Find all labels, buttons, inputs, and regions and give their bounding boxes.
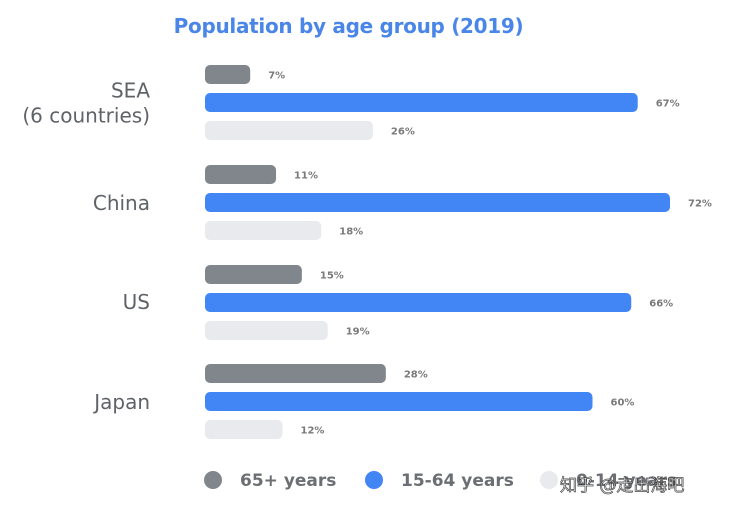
bar — [205, 93, 638, 112]
bar — [205, 165, 277, 184]
legend-marker — [365, 471, 383, 489]
legend-label: 0-14 years — [576, 471, 677, 491]
value-label: 11% — [294, 171, 318, 182]
bar — [205, 392, 593, 411]
legend-label: 65+ years — [240, 471, 336, 491]
value-label: 26% — [391, 127, 415, 138]
watermark: 知乎 @走出海吧 — [560, 476, 685, 496]
value-label: 72% — [688, 199, 712, 210]
category-label: Japan — [92, 390, 150, 414]
value-label: 67% — [656, 99, 680, 110]
value-label: 12% — [301, 426, 325, 437]
bar — [205, 221, 322, 240]
legend-marker — [540, 471, 558, 489]
chart-title: Population by age group (2019) — [173, 14, 524, 38]
bar — [205, 65, 251, 84]
value-label: 18% — [339, 227, 363, 238]
bar — [205, 193, 670, 212]
bar — [205, 265, 302, 284]
value-label: 66% — [649, 299, 673, 310]
category-label: China — [93, 191, 150, 215]
bar — [205, 121, 373, 140]
bar — [205, 293, 632, 312]
watermark-text: 知乎 @走出海吧 — [560, 476, 684, 496]
value-label: 60% — [611, 398, 635, 409]
value-label: 7% — [268, 71, 285, 82]
value-label: 19% — [346, 327, 370, 338]
legend-marker — [204, 471, 222, 489]
bar — [205, 364, 386, 383]
bar — [205, 321, 328, 340]
value-label: 28% — [404, 370, 428, 381]
category-label: SEA (6 countries) — [22, 79, 150, 128]
category-label: US — [123, 290, 150, 314]
value-label: 15% — [320, 271, 344, 282]
legend-label: 15-64 years — [401, 471, 514, 491]
bar — [205, 420, 283, 439]
